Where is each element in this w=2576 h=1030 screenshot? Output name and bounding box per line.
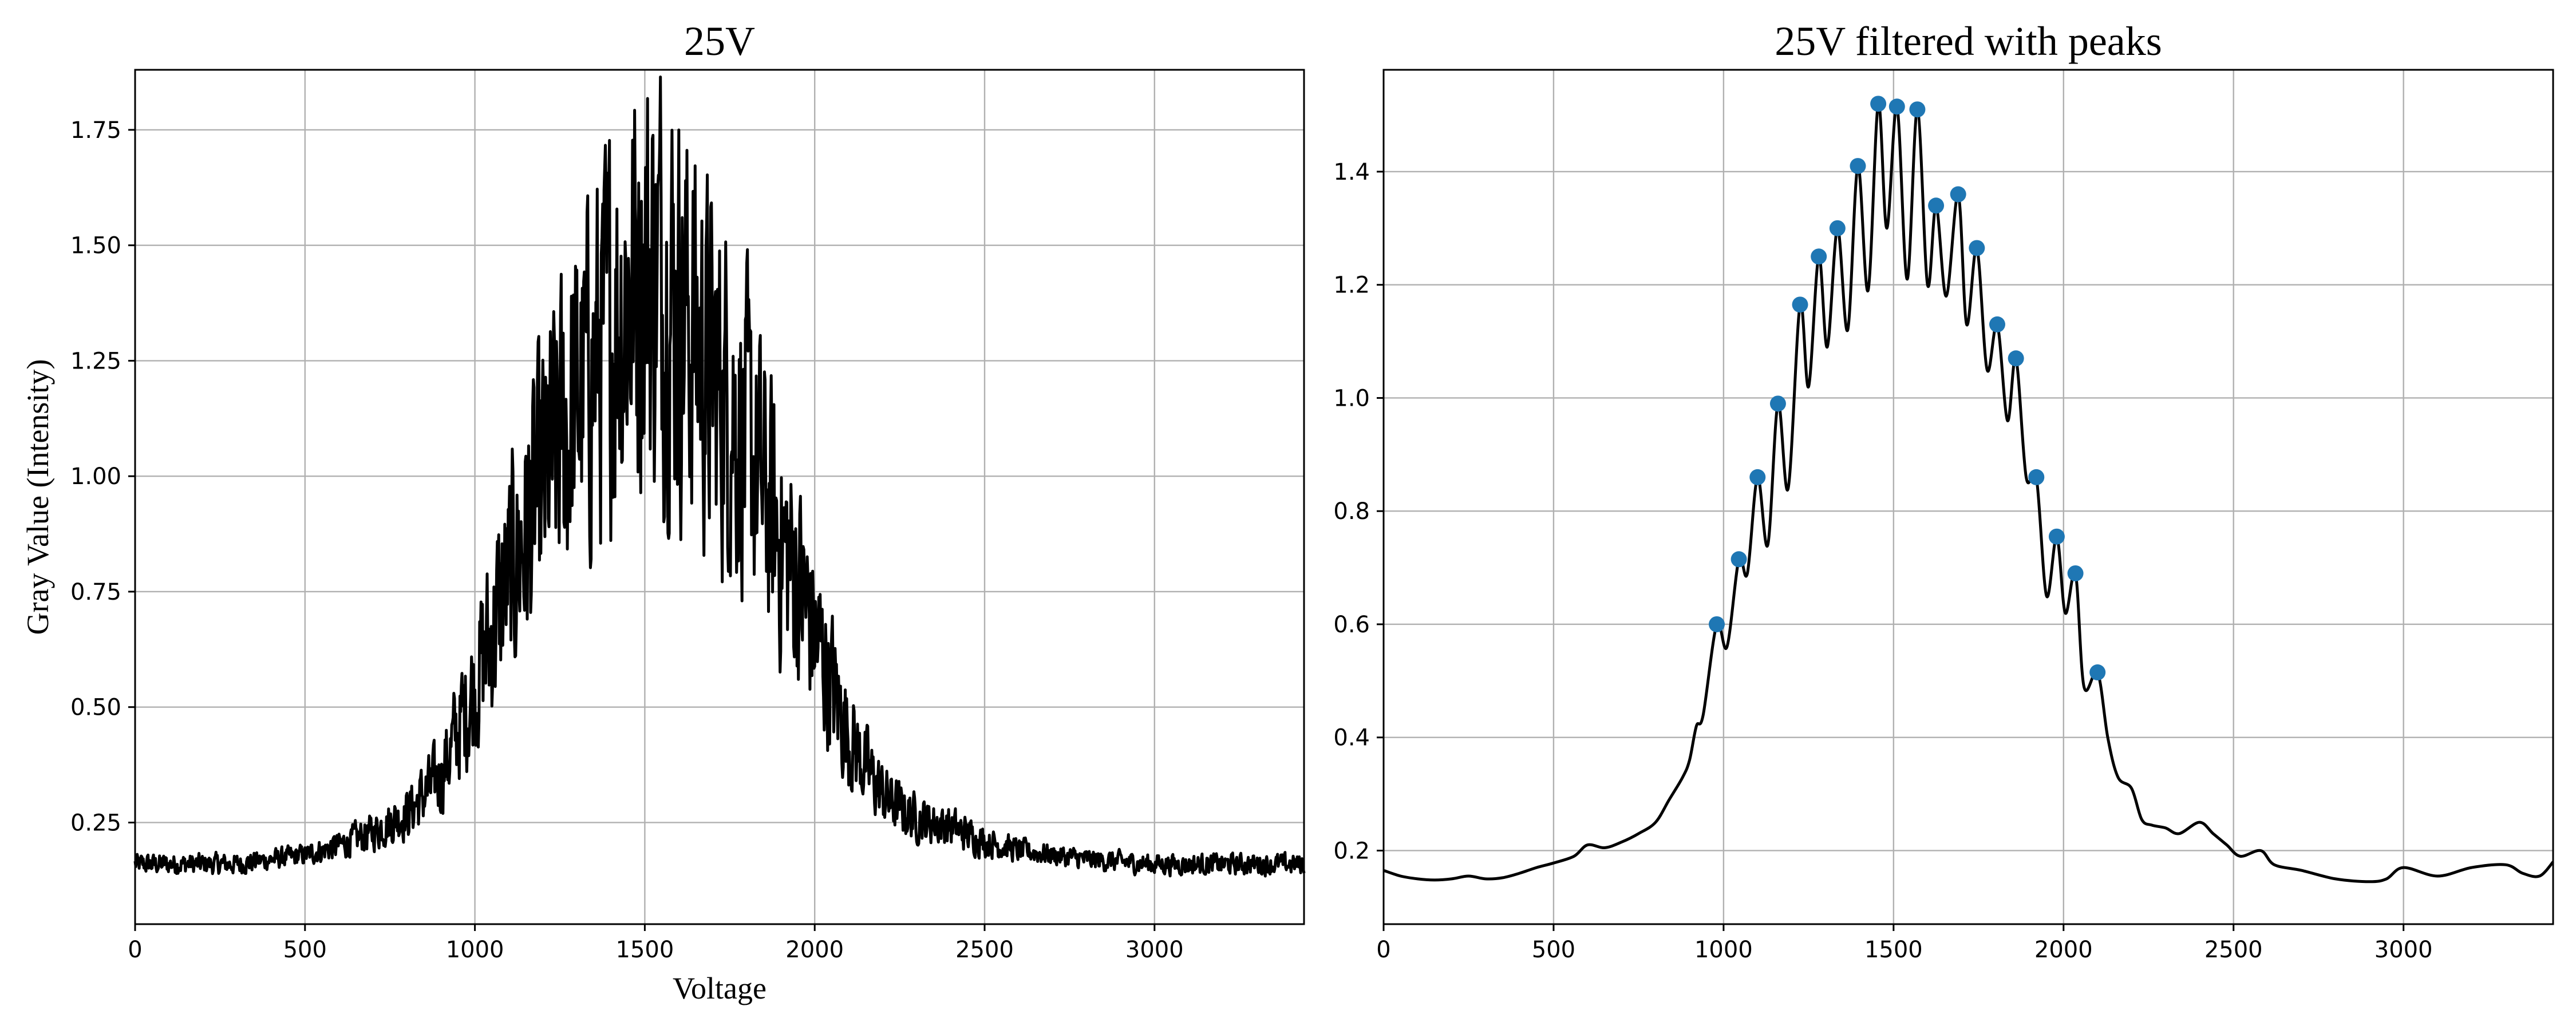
filtered-y-tick-label: 0.8: [1333, 498, 1370, 525]
peak-marker: [1769, 395, 1786, 412]
peak-marker: [1888, 98, 1905, 115]
filtered-y-tick-label: 0.6: [1333, 612, 1370, 638]
filtered-y-tick-label: 1.2: [1333, 272, 1370, 299]
raw-series: [133, 76, 1306, 878]
peak-marker: [1709, 616, 1725, 632]
peak-marker: [1928, 197, 1945, 214]
peak-marker: [1950, 186, 1966, 203]
raw-y-tick-label: 0.50: [70, 695, 121, 721]
filtered-x-tick-label: 0: [1376, 937, 1390, 963]
raw-axes-frame: [134, 69, 1305, 925]
peak-marker: [2067, 565, 2084, 581]
raw-x-tick-label: 3000: [1125, 937, 1184, 963]
filtered-signal-panel: 0 500 1000 1500 2000 2500 3000 0.2 0.4 0.6 0.8 1.0 1…: [1333, 18, 2554, 963]
raw-y-tick-label: 1.50: [70, 233, 121, 259]
peak-marker: [1829, 220, 1846, 236]
filtered-intensity-line: [1383, 102, 2554, 884]
peak-marker: [1989, 316, 2005, 332]
peak-marker: [1909, 101, 1926, 118]
filtered-x-tick-label: 3000: [2374, 937, 2433, 963]
filtered-x-tick-label: 2500: [2204, 937, 2263, 963]
filtered-ticks: 0 500 1000 1500 2000 2500 3000 0.2 0.4 0.6 0.8 1.0 1…: [1333, 159, 2432, 963]
raw-x-tick-label: 1500: [616, 937, 674, 963]
filtered-y-tick-label: 1.4: [1333, 159, 1370, 185]
raw-intensity-line: [133, 76, 1306, 878]
raw-signal-panel: 0 500 1000 1500 2000 2500 3000 0.25 0.50 0.75 1.00…: [21, 18, 1306, 1005]
filtered-series: [1383, 96, 2554, 884]
raw-x-tick-label: 500: [283, 937, 327, 963]
filtered-x-tick-label: 1000: [1694, 937, 1753, 963]
peak-marker: [1969, 240, 1985, 256]
peak-marker: [2008, 350, 2024, 367]
raw-y-tick-label: 1.25: [70, 348, 121, 374]
raw-ticks: 0 500 1000 1500 2000 2500 3000 0.25 0.50 0.75 1.00…: [70, 117, 1184, 963]
raw-x-tick-label: 0: [128, 937, 142, 963]
filtered-y-tick-label: 1.0: [1333, 385, 1370, 411]
filtered-x-tick-label: 500: [1532, 937, 1575, 963]
peak-marker: [1749, 469, 1766, 485]
peak-marker: [2028, 469, 2045, 485]
raw-y-tick-label: 0.25: [70, 810, 121, 836]
peak-marker: [1811, 248, 1827, 265]
peak-marker: [1850, 158, 1866, 175]
filtered-y-tick-label: 0.4: [1333, 725, 1370, 751]
filtered-axes-frame: [1382, 69, 2554, 925]
peak-marker: [2089, 664, 2106, 681]
raw-x-tick-label: 2500: [955, 937, 1014, 963]
filtered-chart-title: 25V filtered with peaks: [1775, 18, 2162, 64]
raw-grid: [134, 70, 1304, 924]
filtered-grid: [1382, 70, 2553, 924]
peak-marker: [1730, 551, 1747, 568]
peak-marker: [2048, 528, 2065, 545]
raw-x-axis-label: Voltage: [673, 971, 767, 1005]
raw-y-tick-label: 1.00: [70, 464, 121, 490]
raw-y-axis-label: Gray Value (Intensity): [21, 359, 55, 635]
peak-marker: [1792, 296, 1808, 313]
filtered-x-tick-label: 1500: [1864, 937, 1923, 963]
raw-x-tick-label: 2000: [785, 937, 844, 963]
raw-x-tick-label: 1000: [446, 937, 504, 963]
filtered-y-tick-label: 0.2: [1333, 838, 1370, 864]
raw-y-tick-label: 1.75: [70, 117, 121, 144]
filtered-x-tick-label: 2000: [2034, 937, 2093, 963]
raw-chart-title: 25V: [684, 18, 755, 64]
raw-y-tick-label: 0.75: [70, 579, 121, 605]
peak-marker: [1870, 96, 1887, 112]
